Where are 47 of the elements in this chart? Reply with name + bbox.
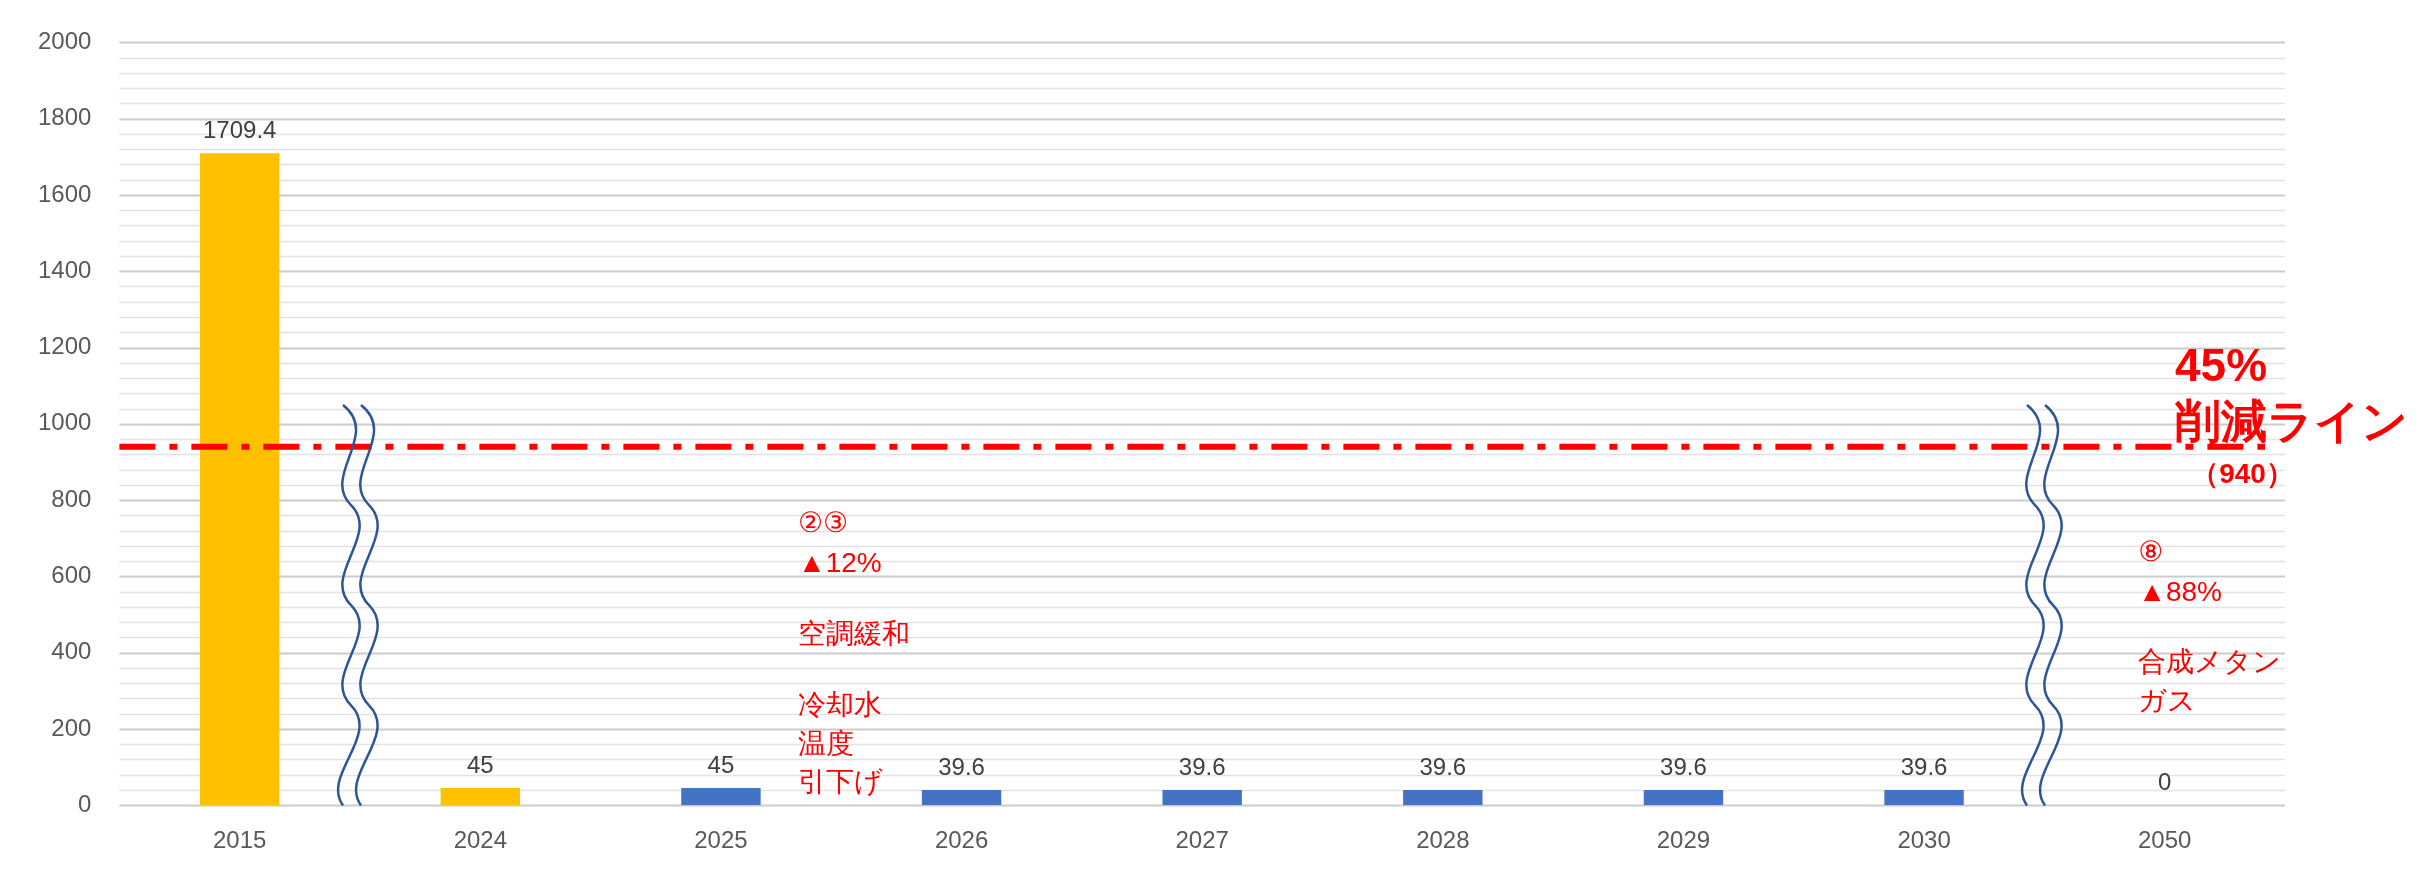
y-tick-label: 600 [51,560,92,588]
annotation: ガス [2138,684,2197,716]
data-label: 1709.4 [203,115,277,143]
x-tick-label: 2026 [934,826,989,854]
bar [681,788,761,806]
data-label: 39.6 [1419,752,1467,780]
data-label: 39.6 [1660,752,1707,780]
data-label: 39.6 [1900,752,1948,780]
data-label: 0 [2158,767,2172,795]
y-tick-label: 200 [51,713,92,741]
data-label: 45 [707,750,735,778]
bar [1643,790,1724,806]
y-tick-label: 1600 [38,179,92,207]
data-label: 39.6 [938,752,985,780]
annotation: （940） [2191,458,2294,490]
ref-line-label: 45% 削減ライン [2174,339,2408,448]
y-tick-label: 0 [78,789,92,817]
annotation: 冷却水 [797,688,882,720]
x-tick-label: 2050 [2137,826,2192,854]
x-tick-label: 2027 [1175,826,1229,854]
x-tick-label: 2030 [1897,826,1951,854]
x-tick-label: 2028 [1416,826,1470,854]
bar [1403,790,1483,806]
annotation: 温度 [797,728,854,760]
y-tick-label: 2000 [38,27,92,55]
y-tick-label: 1000 [38,408,92,436]
bar [1884,790,1964,806]
bar [440,788,521,806]
x-tick-label: 2024 [453,826,508,854]
annotation: 合成メタン [2138,646,2282,678]
x-tick-label: 2029 [1656,826,1711,854]
y-tick-label: 400 [51,637,92,665]
annotation: ②③ ▲12% [797,506,882,578]
x-tick-label: 2025 [694,826,748,854]
y-tick-label: 1200 [38,332,92,360]
annotation: 引下げ [797,766,883,798]
y-tick-label: 800 [51,484,92,512]
x-tick-label: 2015 [213,826,267,854]
bar [1162,790,1242,806]
y-tick-label: 1800 [38,103,92,131]
data-label: 45 [466,750,494,778]
annotation: 空調緩和 [797,618,910,650]
data-label: 39.6 [1178,752,1226,780]
bar [921,790,1002,806]
bar [200,153,280,806]
annotation: ⑧ ▲88% [2138,536,2222,608]
y-tick-label: 1400 [38,255,92,283]
